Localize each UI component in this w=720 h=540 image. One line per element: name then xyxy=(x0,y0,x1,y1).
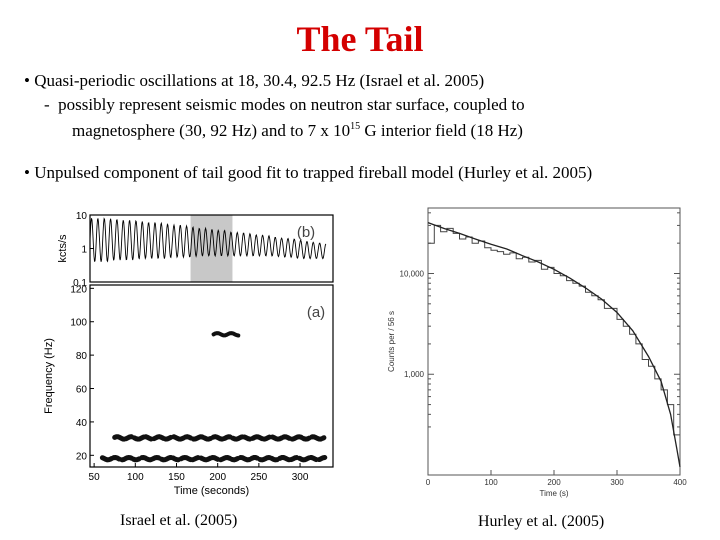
bullet-fireball-text: Unpulsed component of tail good fit to t… xyxy=(34,163,593,182)
lightcurve-ylabel: kcts/s xyxy=(57,234,69,263)
subbullet-seismic-text1: possibly represent seismic modes on neut… xyxy=(58,95,525,114)
spectrogram-panel-label: (a) xyxy=(307,304,325,321)
spectrogram-xlabel: Time (seconds) xyxy=(174,485,249,497)
qpo-band-30.4hz xyxy=(112,434,327,442)
spectrogram-xtick-label: 100 xyxy=(127,472,144,483)
spectrogram-ytick-label: 100 xyxy=(70,318,87,329)
spectrogram-ylabel: Frequency (Hz) xyxy=(43,338,55,414)
fit-ylabel: Counts per / 56 s xyxy=(387,311,396,372)
spectrogram-xtick-label: 250 xyxy=(251,472,268,483)
caption-hurley: Hurley et al. (2005) xyxy=(478,513,605,530)
subbullet-seismic-text2-pre: magnetosphere (30, 92 Hz) and to 7 x 10 xyxy=(72,121,351,140)
lightcurve-ytick-label: 0.1 xyxy=(73,278,87,289)
hurley-figure: 0 100 200 300 400 10,000 1,000 Time (s) Counts p… xyxy=(387,207,687,498)
fit-xtick-label: 300 xyxy=(610,478,624,487)
fit-xtick-label: 400 xyxy=(673,478,687,487)
fit-xtick-label: 0 xyxy=(426,478,431,487)
slide-title: The Tail xyxy=(296,19,424,59)
spectrogram-panel: 50 100 150 200 250 300 20 40 60 80 100 120 (a) Time (… xyxy=(43,284,334,497)
spectrogram-ytick-label: 120 xyxy=(70,284,87,295)
spectrogram-frame xyxy=(89,284,334,468)
spectrogram-ytick-label: 80 xyxy=(76,351,88,362)
fit-xtick-label: 200 xyxy=(547,478,561,487)
lightcurve-panel: 10 1 0.1 (b) kcts/s xyxy=(57,211,334,289)
subbullet-seismic-line2: magnetosphere (30, 92 Hz) and to 7 x 101… xyxy=(72,116,523,142)
lightcurve-ytick-label: 10 xyxy=(76,211,88,222)
fireball-fit-panel: 0 100 200 300 400 10,000 1,000 Time (s) Counts p… xyxy=(387,207,687,498)
spectrogram-xtick-label: 300 xyxy=(292,472,309,483)
subbullet-seismic-line1: - possibly represent seismic modes on ne… xyxy=(44,94,525,116)
lightcurve-series xyxy=(89,217,327,263)
spectrogram-xtick-label: 50 xyxy=(89,472,101,483)
subbullet-dash: - xyxy=(44,95,50,114)
spectrogram-ytick-label: 40 xyxy=(76,418,88,429)
qpo-band-18hz xyxy=(99,454,328,463)
spectrogram-xtick-label: 200 xyxy=(209,472,226,483)
lightcurve-panel-label: (b) xyxy=(297,224,315,241)
spectrogram-xtick-label: 150 xyxy=(168,472,185,483)
fit-ytick-label: 10,000 xyxy=(400,269,425,278)
fit-xtick-label: 100 xyxy=(484,478,498,487)
spectrogram-ytick-label: 20 xyxy=(76,451,88,462)
israel-figure: 10 1 0.1 (b) kcts/s 50 100 150 200 250 300 20 40 60 8… xyxy=(43,211,334,497)
bullet-qpo: • Quasi-periodic oscillations at 18, 30.… xyxy=(24,70,484,92)
bullet-marker: • xyxy=(24,163,30,182)
exponent-superscript: 15 xyxy=(350,121,361,132)
caption-israel: Israel et al. (2005) xyxy=(120,512,238,529)
qpo-band-92.5hz xyxy=(211,331,241,338)
lightcurve-ytick-label: 1 xyxy=(81,245,87,256)
fit-model-curve xyxy=(427,221,681,468)
fit-ytick-label: 1,000 xyxy=(404,370,425,379)
bullet-qpo-text: Quasi-periodic oscillations at 18, 30.4,… xyxy=(34,71,485,90)
subbullet-seismic-text2-post: G interior field (18 Hz) xyxy=(360,121,523,140)
fit-xlabel: Time (s) xyxy=(539,489,568,498)
spectrogram-ytick-label: 60 xyxy=(76,385,88,396)
fit-data-histogram xyxy=(428,224,680,436)
bullet-marker: • xyxy=(24,71,30,90)
fit-frame xyxy=(427,207,681,476)
bullet-fireball: • Unpulsed component of tail good fit to… xyxy=(24,162,592,184)
